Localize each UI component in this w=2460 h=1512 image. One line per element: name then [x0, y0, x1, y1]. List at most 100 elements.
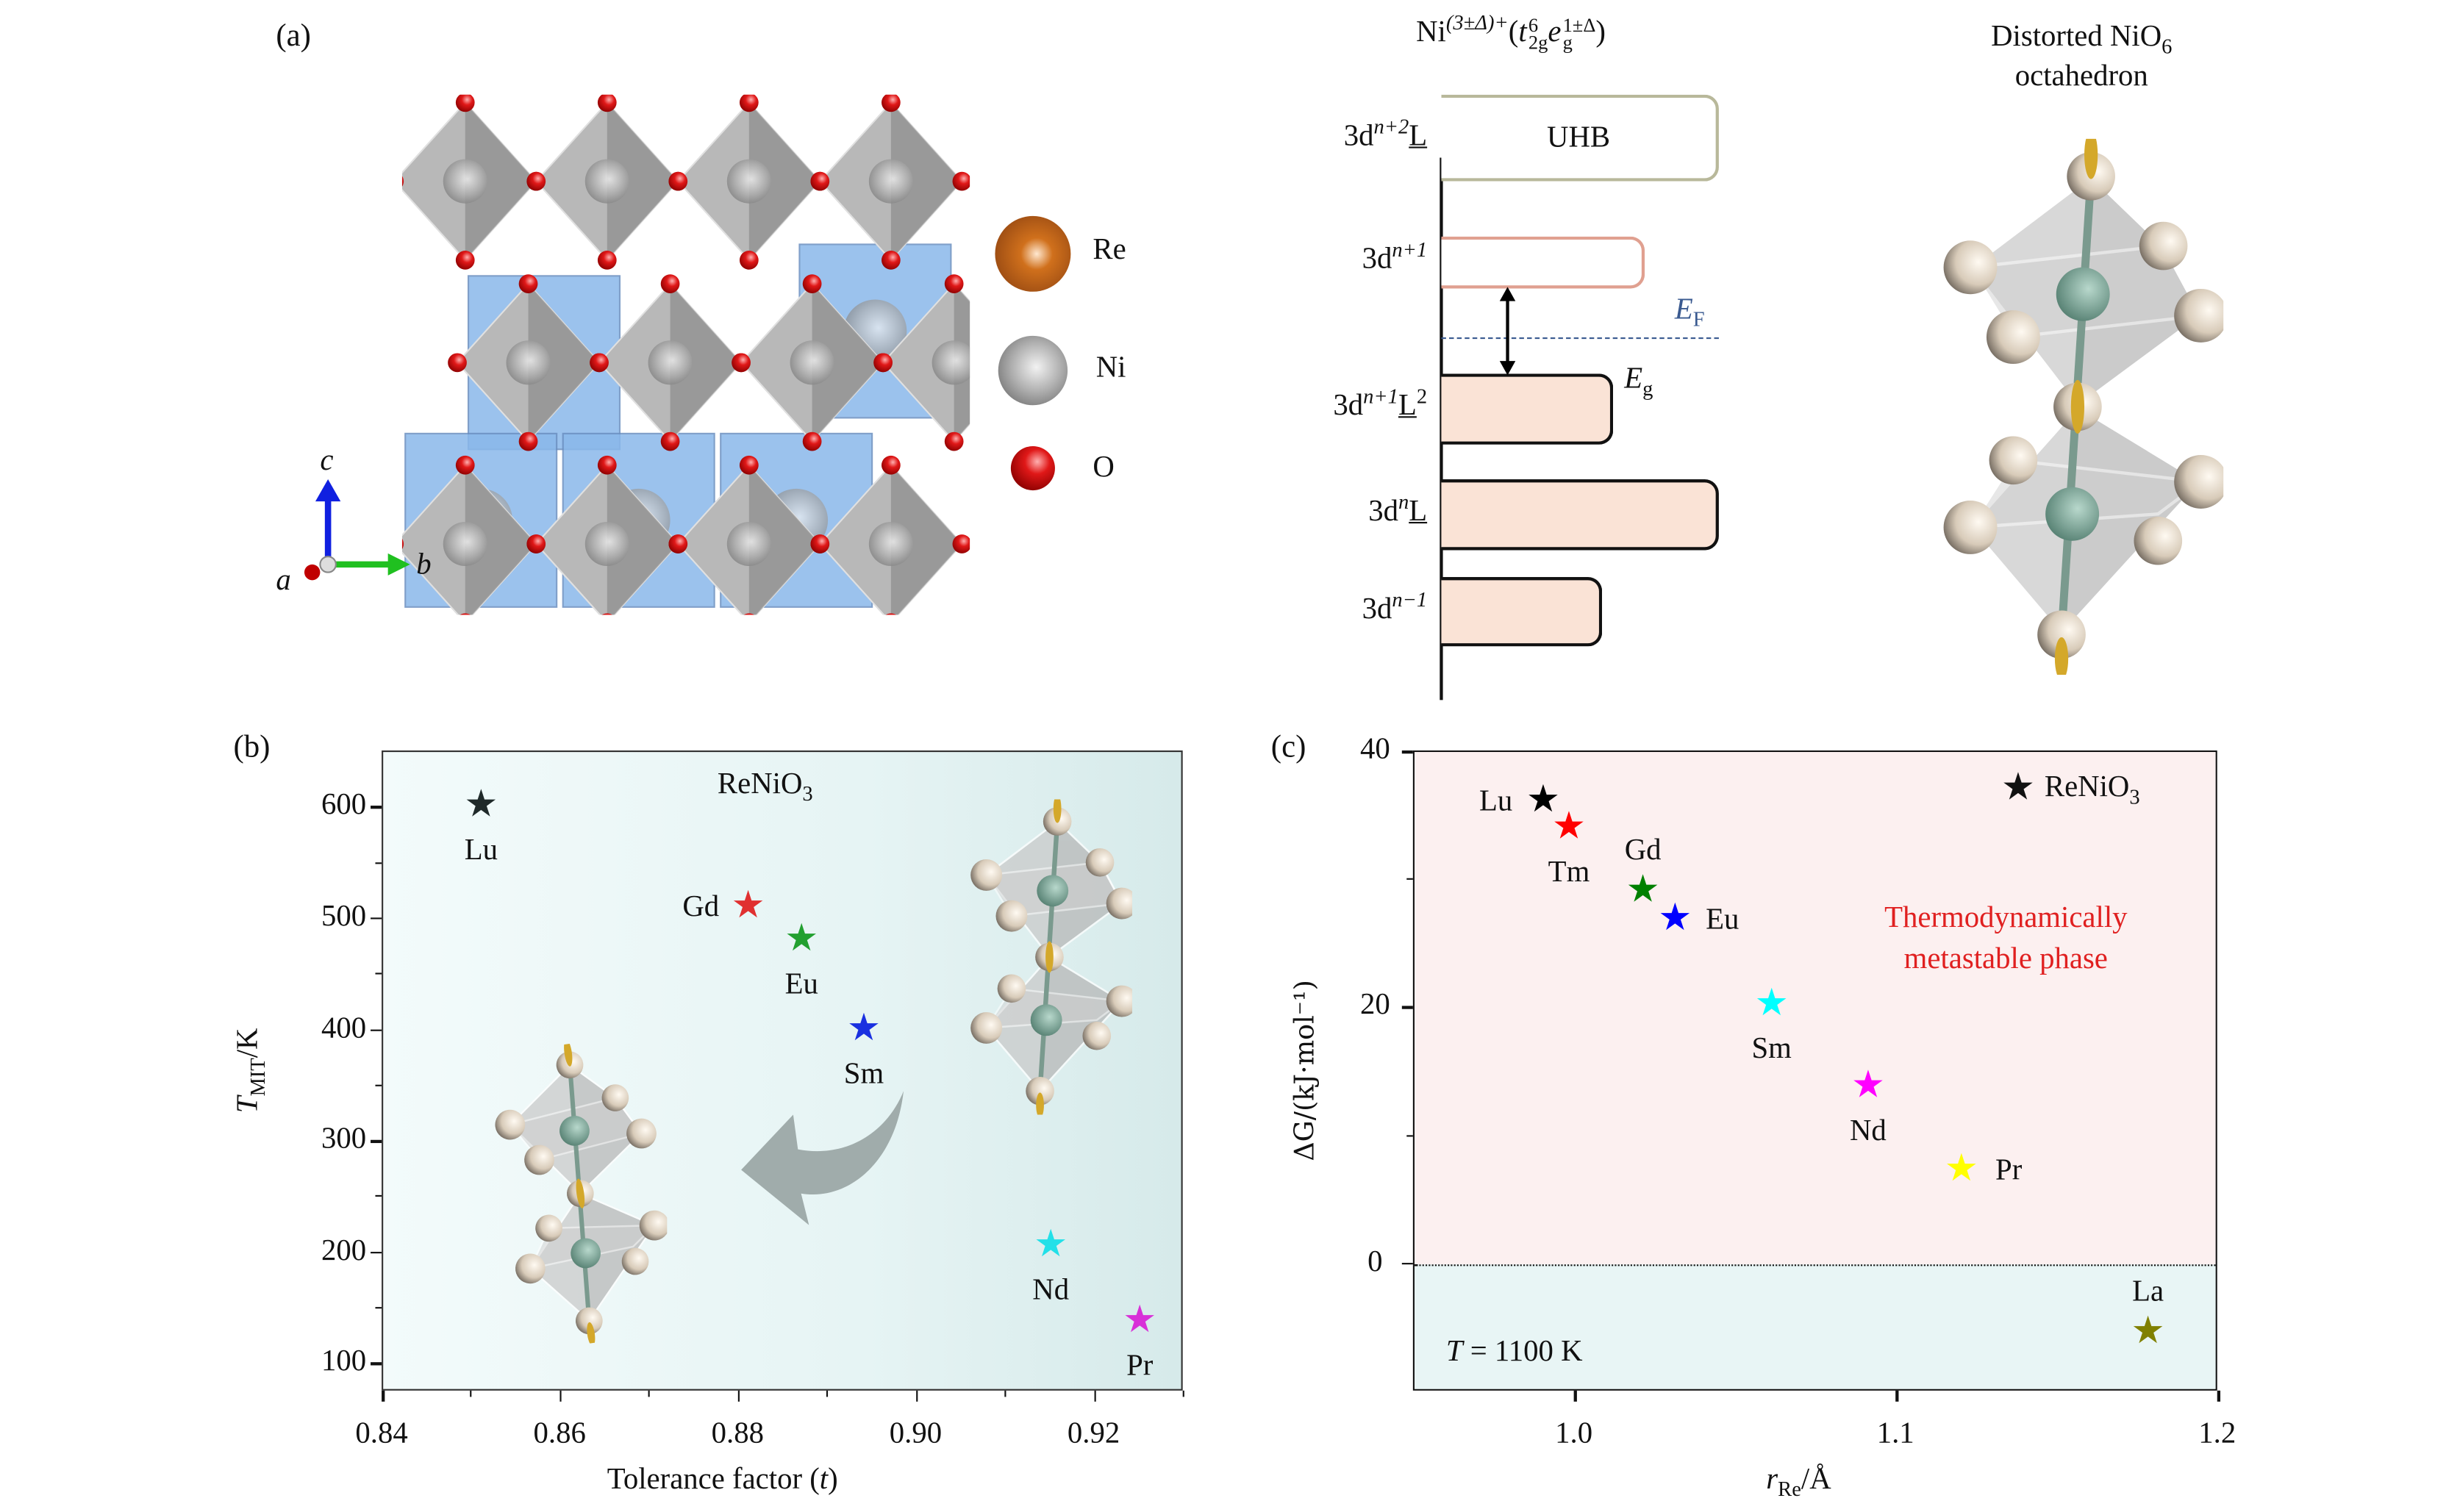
- chart-c-xlabel-sub: Re: [1778, 1477, 1801, 1501]
- title-valence: (3±Δ)+: [1445, 10, 1509, 35]
- o-atom: [590, 353, 609, 373]
- data-point-star-eu: ★: [784, 919, 819, 960]
- panel-b-label: (b): [233, 730, 271, 765]
- data-point-star-gd: ★: [1626, 870, 1660, 911]
- level-label-ligand-hole: L: [1398, 389, 1417, 423]
- data-point-label-eu: Eu: [784, 968, 818, 1002]
- ni-sphere-icon: [998, 335, 1068, 406]
- data-point-label-gd: Gd: [1624, 834, 1662, 868]
- level-label-base: 3d: [1343, 120, 1374, 154]
- distorted-octahedron-image: [1932, 139, 2224, 675]
- ni-atom: [726, 159, 771, 204]
- level-label-sup: n: [1398, 490, 1409, 514]
- chart-b-title: ReNiO3: [717, 767, 813, 806]
- zero-line: [1414, 1264, 2216, 1266]
- data-point-star-pr: ★: [1944, 1148, 1978, 1189]
- o-atom: [401, 176, 404, 187]
- level-box-3dn1L2: [1441, 373, 1614, 445]
- chart-b-plot-area: ReNiO3 ★ Lu ★ Gd ★ Eu ★ Sm ★ Nd ★ Pr: [382, 750, 1183, 1391]
- chart-b-title-sub: 3: [802, 781, 813, 806]
- fermi-level-label: EF: [1674, 293, 1705, 331]
- o-atom: [668, 171, 688, 191]
- data-point-star-sm: ★: [846, 1008, 882, 1050]
- legend-label-base: ReNiO: [2044, 770, 2130, 803]
- octahedron-title-line1: Distorted NiO: [1991, 20, 2162, 54]
- chart-c-ylabel: ΔG/(kJ·mol⁻¹): [1290, 980, 1322, 1161]
- data-point-star-gd: ★: [731, 885, 765, 927]
- y-minor-tick: [1406, 878, 1413, 881]
- level-box-3dnL: [1441, 479, 1719, 551]
- legend-spheres-icon: [995, 215, 1071, 491]
- data-point-star-tm: ★: [1551, 806, 1587, 848]
- legend-star-icon: ★: [2000, 767, 2036, 809]
- data-point-label-pr: Pr: [1126, 1350, 1154, 1383]
- octahedron-title: Distorted NiO6 octahedron: [1939, 19, 2223, 97]
- gap-double-arrow-icon: [1499, 287, 1516, 376]
- x-tick-label: 0.84: [355, 1417, 408, 1451]
- y-tick-mark: [371, 917, 382, 920]
- y-minor-tick: [375, 972, 382, 975]
- data-point-star-lu: ★: [1526, 781, 1561, 823]
- x-tick-label: 1.0: [1555, 1417, 1593, 1451]
- y-tick-label: 0: [1367, 1245, 1383, 1279]
- ef-E: E: [1674, 293, 1693, 326]
- chart-b-xlabel-text: Tolerance factor (: [607, 1463, 820, 1497]
- o-atom: [952, 534, 970, 553]
- y-minor-tick: [1406, 1134, 1413, 1136]
- o-atom: [810, 171, 830, 191]
- data-point-star-eu: ★: [1658, 898, 1692, 940]
- title-t-sub: 2g: [1528, 31, 1548, 54]
- o-atom: [882, 94, 901, 112]
- o-atom: [732, 353, 751, 373]
- curved-arrow-icon: [741, 1091, 904, 1225]
- axis-a-label: a: [276, 564, 291, 598]
- level-label-ligand-hole: L: [1409, 495, 1428, 529]
- o-atom: [743, 613, 754, 615]
- ni-atom: [868, 159, 913, 204]
- octahedron-shade: [748, 102, 820, 260]
- y-minor-tick: [375, 1307, 382, 1309]
- legend-label-sub: 3: [2129, 784, 2140, 808]
- x-minor-tick: [1004, 1390, 1006, 1397]
- ef-sub: F: [1692, 307, 1705, 331]
- x-tick-mark: [915, 1390, 918, 1402]
- chart-b-title-base: ReNiO: [717, 767, 803, 801]
- o-atom: [518, 431, 538, 451]
- panel-a-label: (a): [276, 18, 311, 54]
- data-point-label-nd: Nd: [1032, 1274, 1070, 1308]
- y-tick-mark: [371, 806, 382, 809]
- o-atom: [881, 455, 901, 475]
- data-point-star-lu: ★: [464, 785, 498, 827]
- x-tick-label: 1.2: [2198, 1417, 2236, 1451]
- data-point-label-pr: Pr: [1995, 1153, 2023, 1187]
- level-label-base: 3d: [1362, 592, 1392, 626]
- level-label-base: 3d: [1333, 389, 1364, 423]
- level-box-uhb: UHB: [1441, 94, 1719, 182]
- o-atom: [810, 534, 830, 553]
- metastable-region: [1414, 752, 2216, 1264]
- fermi-level-line: [1441, 337, 1719, 340]
- x-tick-label: 0.86: [533, 1417, 586, 1451]
- y-tick-label: 20: [1359, 989, 1390, 1022]
- chart-b-ylabel: TMIT/K: [232, 1028, 269, 1114]
- octahedron-shade: [670, 284, 742, 442]
- o-atom: [660, 431, 680, 451]
- temp-var: T: [1445, 1335, 1463, 1369]
- octahedron-shade: [748, 465, 820, 615]
- chart-b-xlabel: Tolerance factor (t): [607, 1463, 838, 1497]
- y-tick-mark: [371, 1251, 382, 1254]
- octahedron-shade: [890, 102, 962, 260]
- chart-b-xlabel-var: t: [819, 1463, 829, 1497]
- ni-atom: [932, 340, 970, 385]
- undistorted-octahedra-image: [967, 799, 1132, 1114]
- x-tick-label: 0.88: [711, 1417, 764, 1451]
- title-ni: Ni: [1416, 15, 1446, 49]
- y-tick-mark: [1401, 1262, 1413, 1265]
- level-label: 3dn+1L2: [1333, 385, 1427, 424]
- o-atom: [460, 613, 471, 615]
- ni-atom: [726, 521, 771, 567]
- y-tick-mark: [1401, 750, 1413, 753]
- eg-E: E: [1624, 362, 1643, 396]
- x-minor-tick: [1182, 1390, 1184, 1397]
- chart-c-xlabel-unit: /Å: [1801, 1463, 1831, 1497]
